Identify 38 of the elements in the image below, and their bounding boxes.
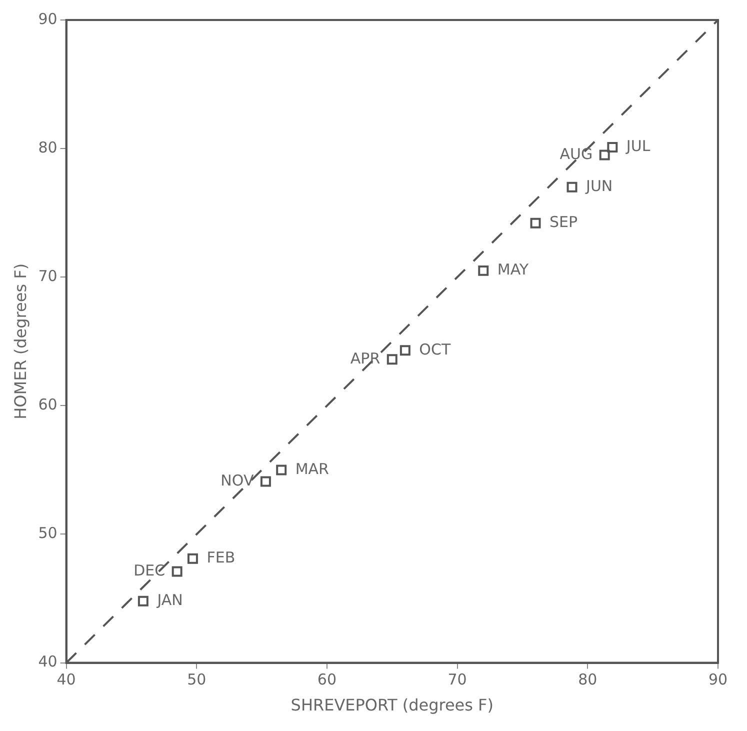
point — [276, 464, 287, 476]
x-tick-label: 40 — [56, 670, 76, 689]
annotation: OCT — [419, 340, 452, 358]
y-tick-label: 60 — [38, 396, 58, 414]
x-tick-label: 90 — [708, 670, 728, 689]
point — [530, 218, 541, 228]
x-tick-label: 70 — [448, 670, 467, 689]
y-tick-label: 90 — [38, 10, 58, 28]
y-tick-label: 70 — [38, 267, 58, 286]
point — [566, 182, 578, 192]
point — [138, 596, 148, 606]
point — [187, 553, 198, 564]
annotation: JAN — [156, 590, 183, 609]
point — [400, 345, 410, 356]
annotation: JUL — [625, 137, 651, 156]
y-tick-label: 40 — [38, 652, 58, 671]
y-tick-label: 80 — [38, 138, 58, 156]
annotation: JUN — [585, 177, 613, 196]
annotation: MAY — [497, 260, 530, 279]
annotation: SEP — [550, 213, 578, 232]
x-tick-label: 60 — [317, 670, 337, 689]
point — [386, 354, 398, 365]
y-tick-label: 50 — [38, 524, 58, 542]
annotation: MAR — [295, 460, 329, 478]
point — [260, 476, 271, 487]
annotation: AUG — [560, 144, 593, 163]
annotation: APR — [350, 349, 380, 368]
point — [607, 142, 618, 153]
annotation: NOV — [220, 471, 254, 490]
annotation: FEB — [206, 548, 236, 567]
x-tick-label: 50 — [187, 670, 206, 689]
x-tick-label: 80 — [578, 670, 598, 689]
point — [599, 150, 610, 160]
x-axis-title: SHREVEPORT (degrees F) — [290, 696, 494, 715]
point — [172, 566, 182, 577]
annotation: DEC — [134, 561, 166, 580]
point — [478, 265, 489, 276]
y-axis-title: HOMER (degrees F) — [10, 263, 30, 420]
